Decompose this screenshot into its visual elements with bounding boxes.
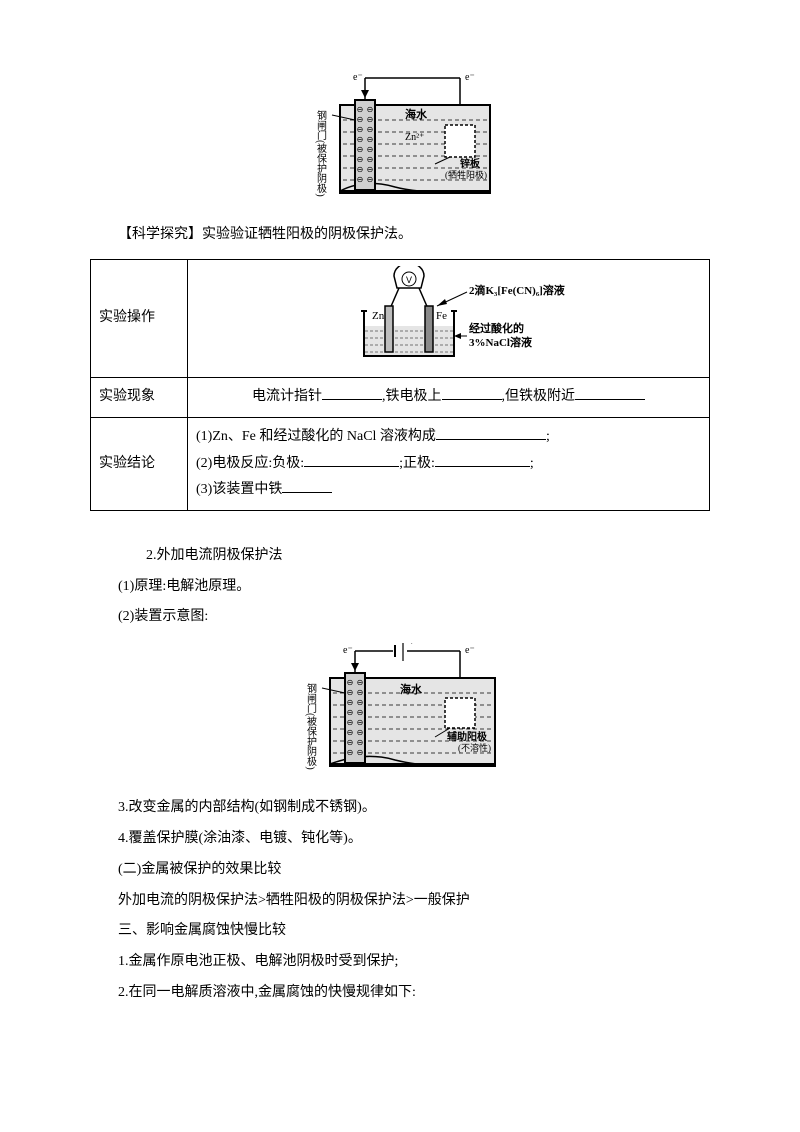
minus-label: −	[384, 643, 390, 648]
blank-field	[442, 385, 502, 400]
svg-text:⊖: ⊖	[357, 125, 364, 134]
row3-label: 实验结论	[91, 417, 188, 510]
svg-text:⊖: ⊖	[357, 165, 364, 174]
svg-text:⊖: ⊖	[347, 718, 354, 727]
after-p3: 3.改变金属的内部结构(如钢制成不锈钢)。	[90, 793, 710, 824]
l1b: ;	[546, 429, 550, 444]
svg-text:⊖: ⊖	[367, 145, 374, 154]
row2-t1: 电流计指针	[252, 389, 322, 404]
l3a: (3)该装置中铁	[196, 482, 282, 497]
blank-field	[436, 425, 546, 440]
intro-text: 【科学探究】实验验证牺牲阳极的阴极保护法。	[90, 220, 710, 251]
after-p4: 4.覆盖保护膜(涂油漆、电镀、钝化等)。	[90, 824, 710, 855]
svg-text:⊖: ⊖	[357, 678, 364, 687]
e-right: e⁻	[465, 645, 475, 656]
row2-t3: ,但铁极附近	[502, 389, 576, 404]
after-p8: 2.在同一电解质溶液中,金属腐蚀的快慢规律如下:	[90, 978, 710, 1009]
svg-text:⊖: ⊖	[367, 155, 374, 164]
after-p5: (二)金属被保护的效果比较	[90, 855, 710, 886]
aux-label-1: 辅助阳极	[447, 730, 488, 743]
drop-label: 2滴K₃[Fe(CN)₆]溶液	[469, 283, 566, 297]
after-h3: 三、影响金属腐蚀快慢比较	[90, 916, 710, 947]
experiment-table: 实验操作 V	[90, 259, 710, 511]
svg-text:⊖: ⊖	[357, 155, 364, 164]
table-row: 实验结论 (1)Zn、Fe 和经过酸化的 NaCl 溶液构成; (2)电极反应:…	[91, 417, 710, 510]
svg-text:⊖: ⊖	[347, 698, 354, 707]
row2-t2: ,铁电极上	[382, 389, 442, 404]
blank-field	[435, 452, 530, 467]
svg-text:⊖: ⊖	[367, 105, 374, 114]
row3-content: (1)Zn、Fe 和经过酸化的 NaCl 溶液构成; (2)电极反应:负极: ;正…	[188, 417, 710, 510]
fe-label: Fe	[436, 310, 447, 322]
e-left: e⁻	[343, 645, 353, 656]
svg-text:⊖: ⊖	[357, 748, 364, 757]
blank-field	[282, 478, 332, 493]
blank-field	[575, 385, 645, 400]
svg-text:⊖: ⊖	[347, 728, 354, 737]
svg-text:⊖: ⊖	[347, 678, 354, 687]
diagram-sacrificial-anode: e⁻ e⁻ ⊖⊖ ⊖⊖ ⊖⊖ ⊖⊖ ⊖⊖ ⊖⊖ ⊖⊖ ⊖⊖ 海水 Zn²⁺ 锌板…	[305, 70, 495, 200]
after-p7: 1.金属作原电池正极、电解池阴极时受到保护;	[90, 947, 710, 978]
svg-text:⊖: ⊖	[357, 145, 364, 154]
l2b: ;正极:	[399, 456, 435, 471]
svg-text:⊖: ⊖	[347, 688, 354, 697]
row2-label: 实验现象	[91, 378, 188, 418]
after-p6: 外加电流的阴极保护法>牺牲阳极的阴极保护法>一般保护	[90, 886, 710, 917]
blank-field	[322, 385, 382, 400]
svg-text:⊖: ⊖	[357, 135, 364, 144]
row2-content: 电流计指针 ,铁电极上 ,但铁极附近	[188, 378, 710, 418]
svg-text:⊖: ⊖	[357, 738, 364, 747]
svg-text:⊖: ⊖	[367, 175, 374, 184]
svg-text:⊖: ⊖	[357, 115, 364, 124]
svg-text:⊖: ⊖	[357, 708, 364, 717]
sol-label-1: 经过酸化的	[469, 321, 524, 335]
sea-label: 海水	[400, 682, 423, 696]
blank-field	[304, 452, 399, 467]
svg-text:⊖: ⊖	[357, 175, 364, 184]
aux-label-2: (不溶性)	[458, 742, 491, 753]
steel-gate-label: 钢闸门(被保护阴极)	[315, 109, 327, 197]
e-left: e⁻	[353, 72, 363, 83]
zn-plate-label: 锌板	[460, 157, 481, 170]
diagram-experiment: V Zn Fe	[309, 266, 589, 361]
l2c: ;	[530, 456, 534, 471]
svg-text:⊖: ⊖	[357, 688, 364, 697]
svg-text:⊖: ⊖	[347, 708, 354, 717]
e-right: e⁻	[465, 72, 475, 83]
svg-text:⊖: ⊖	[357, 718, 364, 727]
svg-text:⊖: ⊖	[367, 165, 374, 174]
section2-h1: 2.外加电流阴极保护法	[146, 541, 710, 572]
svg-text:⊖: ⊖	[357, 105, 364, 114]
svg-text:⊖: ⊖	[367, 125, 374, 134]
row1-label: 实验操作	[91, 259, 188, 378]
zn-ion-label: Zn²⁺	[405, 132, 424, 143]
svg-text:V: V	[405, 275, 411, 285]
svg-text:⊖: ⊖	[367, 135, 374, 144]
table-row: 实验现象 电流计指针 ,铁电极上 ,但铁极附近	[91, 378, 710, 418]
steel-gate-label: 钢闸门(被保护阴极)	[305, 682, 317, 770]
zn-label: Zn	[372, 310, 385, 322]
plus-label: +	[409, 643, 415, 648]
svg-text:⊖: ⊖	[357, 698, 364, 707]
l2a: (2)电极反应:负极:	[196, 456, 304, 471]
sacrificial-label: (牺牲阳极)	[445, 169, 487, 180]
svg-text:⊖: ⊖	[357, 728, 364, 737]
svg-text:⊖: ⊖	[347, 748, 354, 757]
sea-label: 海水	[405, 107, 428, 121]
section2-p2: (2)装置示意图:	[90, 602, 710, 633]
row1-figure-cell: V Zn Fe	[188, 259, 710, 378]
svg-text:⊖: ⊖	[347, 738, 354, 747]
diagram-impressed-current: − + e⁻ e⁻ ⊖⊖ ⊖⊖ ⊖⊖ ⊖⊖ ⊖⊖ ⊖⊖ ⊖⊖ ⊖⊖ 海水 辅助阳…	[295, 643, 505, 773]
section2-p1: (1)原理:电解池原理。	[90, 572, 710, 603]
svg-text:⊖: ⊖	[367, 115, 374, 124]
table-row: 实验操作 V	[91, 259, 710, 378]
sol-label-2: 3%NaCl溶液	[469, 335, 533, 349]
l1a: (1)Zn、Fe 和经过酸化的 NaCl 溶液构成	[196, 429, 436, 444]
